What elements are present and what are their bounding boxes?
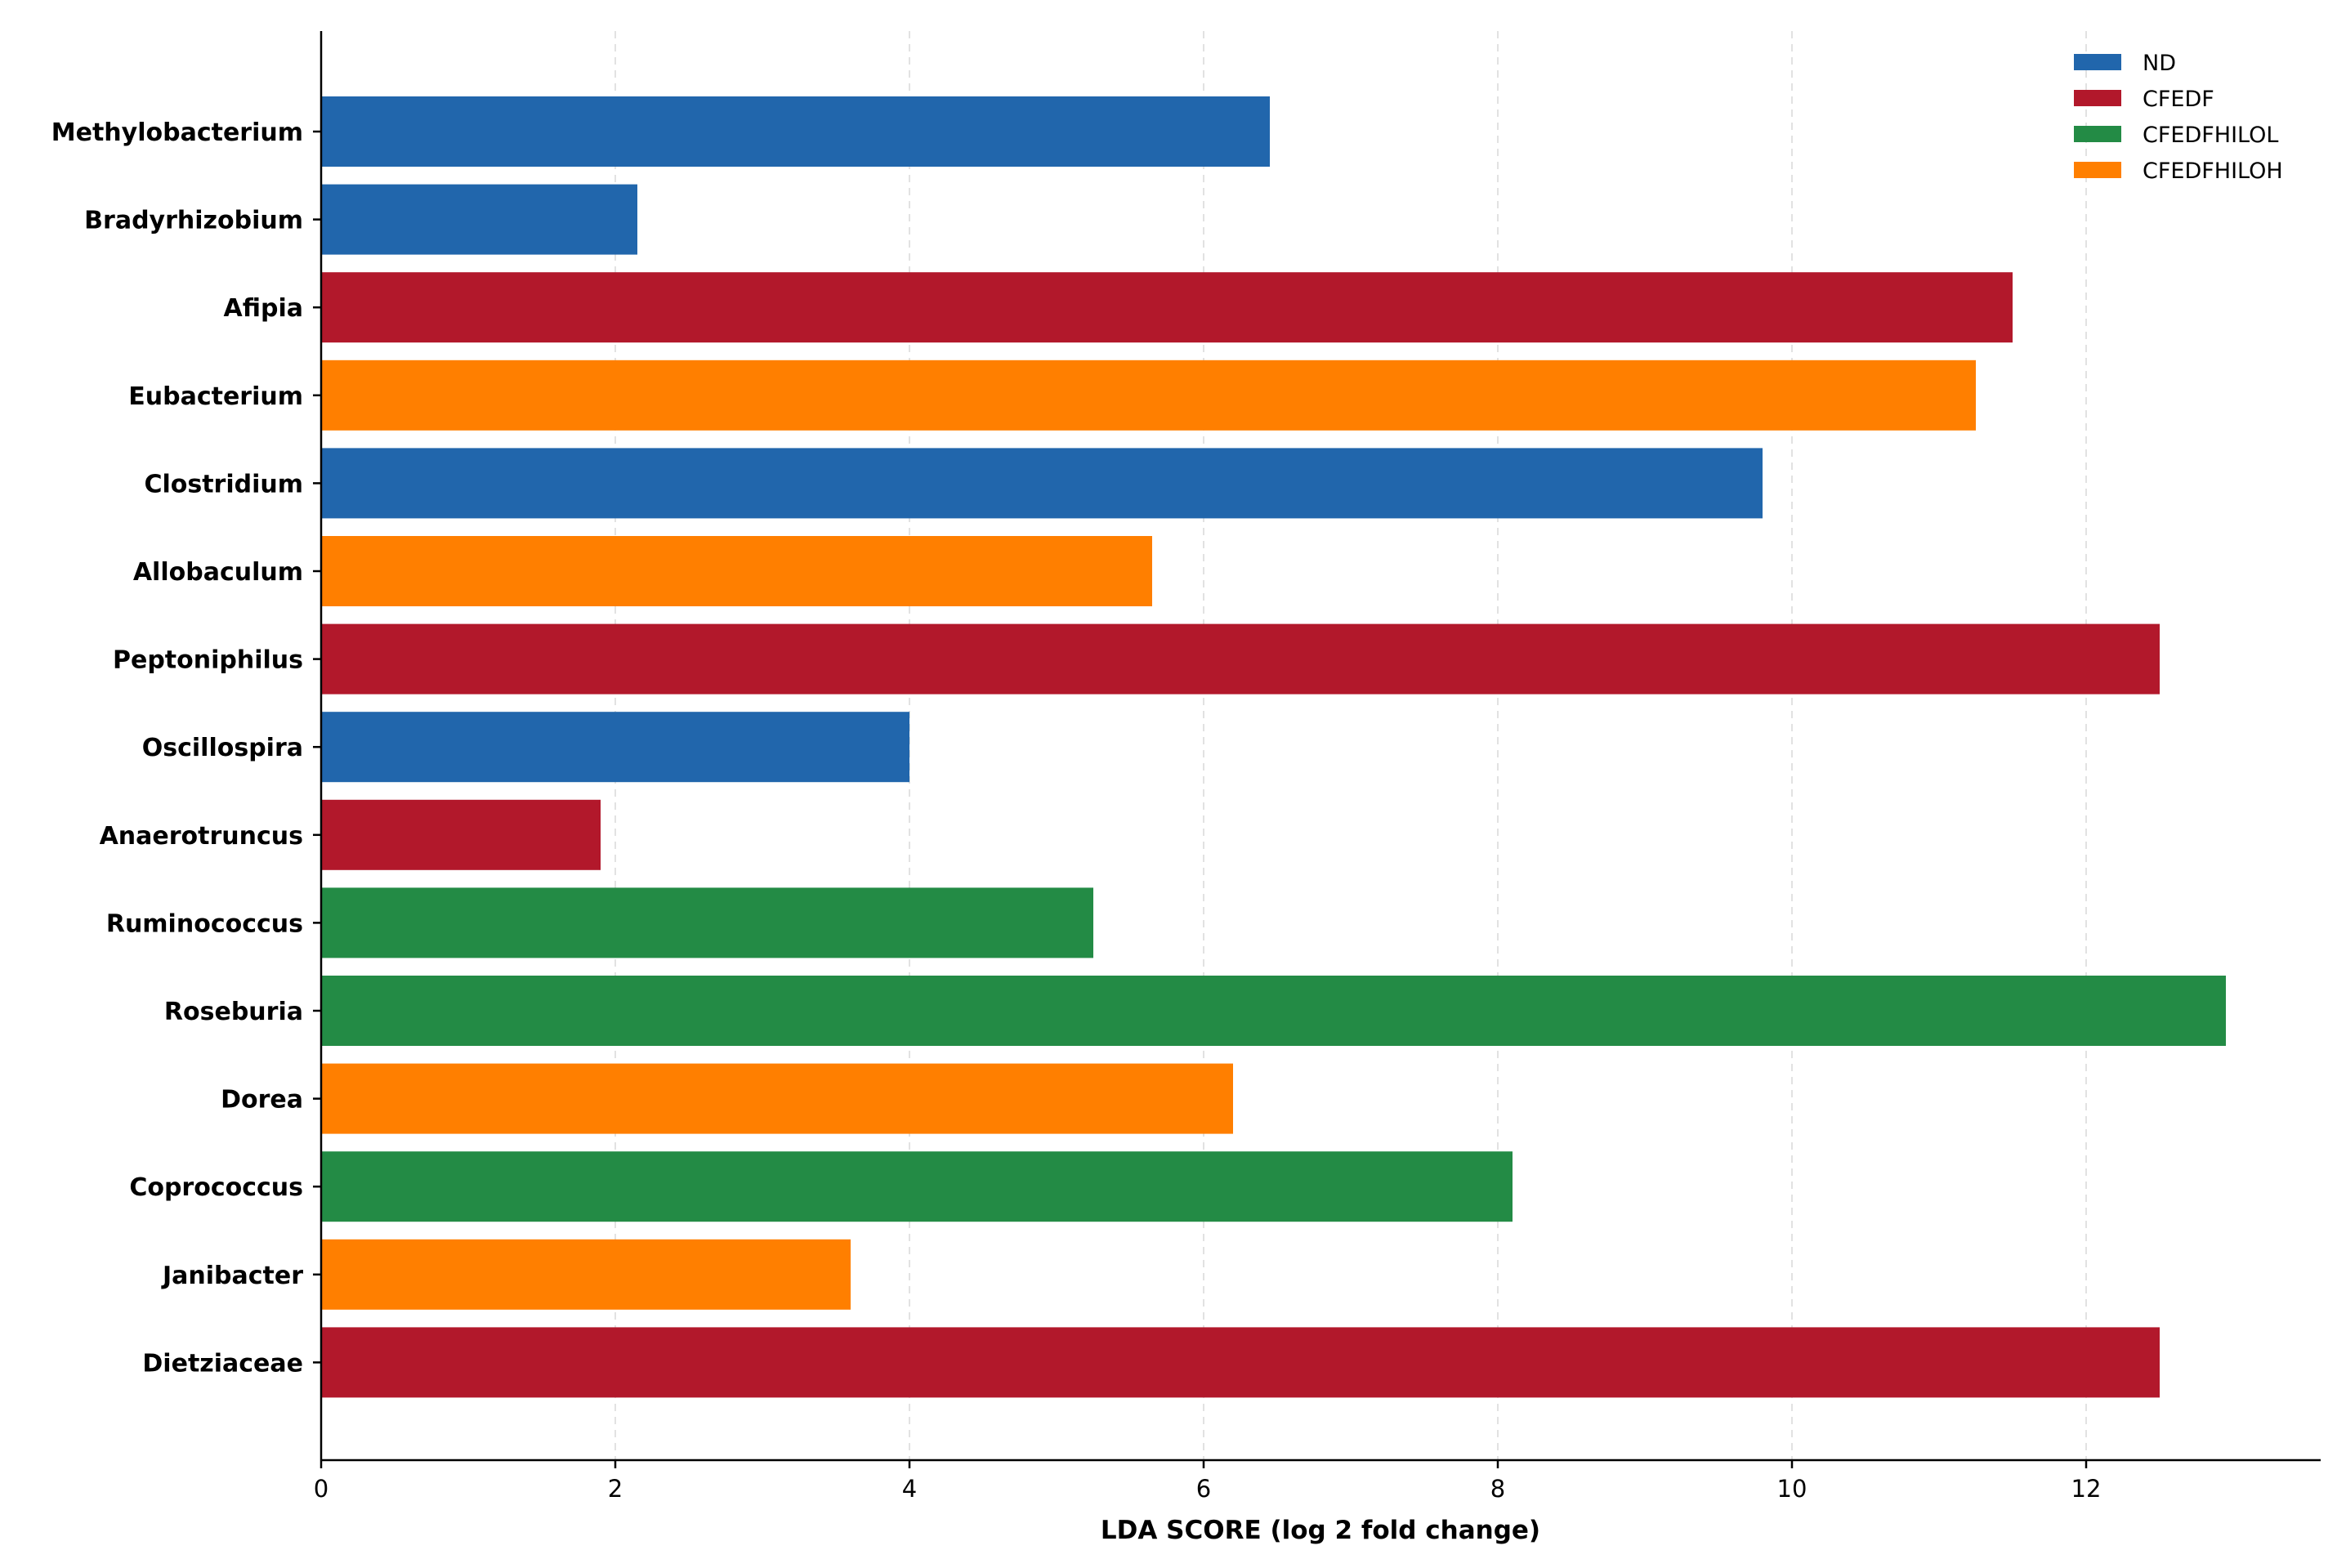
- x-tick-label: 2: [608, 1475, 623, 1503]
- bar-eubacterium: [321, 360, 1976, 431]
- category-label-anaerotruncus: Anaerotruncus: [100, 822, 303, 851]
- x-tick-label: 6: [1196, 1475, 1211, 1503]
- category-label-bradyrhizobium: Bradyrhizobium: [84, 207, 303, 235]
- x-tick-label: 12: [2071, 1475, 2102, 1503]
- axes-layer: [319, 31, 2321, 1462]
- bar-peptoniphilus: [321, 623, 2160, 695]
- bar-oscillospira: [321, 712, 909, 783]
- grid-layer: [614, 31, 2087, 1460]
- bar-janibacter: [321, 1239, 851, 1310]
- x-tick-label: 10: [1777, 1475, 1807, 1503]
- bar-allobaculum: [321, 536, 1152, 606]
- legend-label-cfedfhilol: CFEDFHILOL: [2143, 123, 2278, 148]
- category-label-ruminococcus: Ruminococcus: [106, 909, 303, 938]
- bars-layer: [321, 96, 2226, 1398]
- legend-label-nd: ND: [2143, 51, 2176, 76]
- category-label-roseburia: Roseburia: [164, 998, 303, 1026]
- category-labels: Methylobacterium Bradyrhizobium Afipia Euba…: [51, 118, 321, 1378]
- legend: ND CFEDF CFEDFHILOL CFEDFHILOH: [2074, 51, 2283, 184]
- x-tick-label: 0: [314, 1475, 328, 1503]
- bar-ruminococcus: [321, 887, 1093, 958]
- bar-roseburia: [321, 976, 2226, 1046]
- bar-dietziaceae: [321, 1327, 2160, 1398]
- bar-dorea: [321, 1063, 1233, 1134]
- bar-anaerotruncus: [321, 799, 601, 870]
- bar-coprococcus: [321, 1151, 1513, 1222]
- category-label-coprococcus: Coprococcus: [129, 1173, 303, 1202]
- x-axis-ticks: 0 2 4 6 8 10 12: [314, 1460, 2102, 1503]
- legend-label-cfedfhiloh: CFEDFHILOH: [2143, 159, 2283, 184]
- category-label-janibacter: Janibacter: [161, 1262, 303, 1290]
- bar-methylobacterium: [321, 96, 1270, 167]
- legend-swatch-cfedfhilol: [2074, 126, 2121, 142]
- bar-clostridium: [321, 448, 1763, 519]
- legend-swatch-nd: [2074, 54, 2121, 70]
- category-label-eubacterium: Eubacterium: [128, 382, 303, 411]
- category-label-clostridium: Clostridium: [144, 470, 303, 498]
- category-label-peptoniphilus: Peptoniphilus: [113, 646, 303, 675]
- bar-afipia: [321, 272, 2013, 343]
- legend-swatch-cfedfhiloh: [2074, 162, 2121, 178]
- category-label-dorea: Dorea: [221, 1086, 303, 1115]
- x-tick-label: 8: [1490, 1475, 1505, 1503]
- category-label-methylobacterium: Methylobacterium: [51, 118, 303, 147]
- legend-label-cfedf: CFEDF: [2143, 87, 2214, 112]
- x-axis-title: LDA SCORE (log 2 fold change): [1101, 1516, 1540, 1545]
- category-label-afipia: Afipia: [224, 294, 303, 323]
- category-label-oscillospira: Oscillospira: [142, 734, 303, 762]
- bar-bradyrhizobium: [321, 184, 637, 255]
- category-label-dietziaceae: Dietziaceae: [142, 1349, 303, 1378]
- x-tick-label: 4: [902, 1475, 917, 1503]
- category-label-allobaculum: Allobaculum: [133, 558, 303, 587]
- legend-swatch-cfedf: [2074, 90, 2121, 106]
